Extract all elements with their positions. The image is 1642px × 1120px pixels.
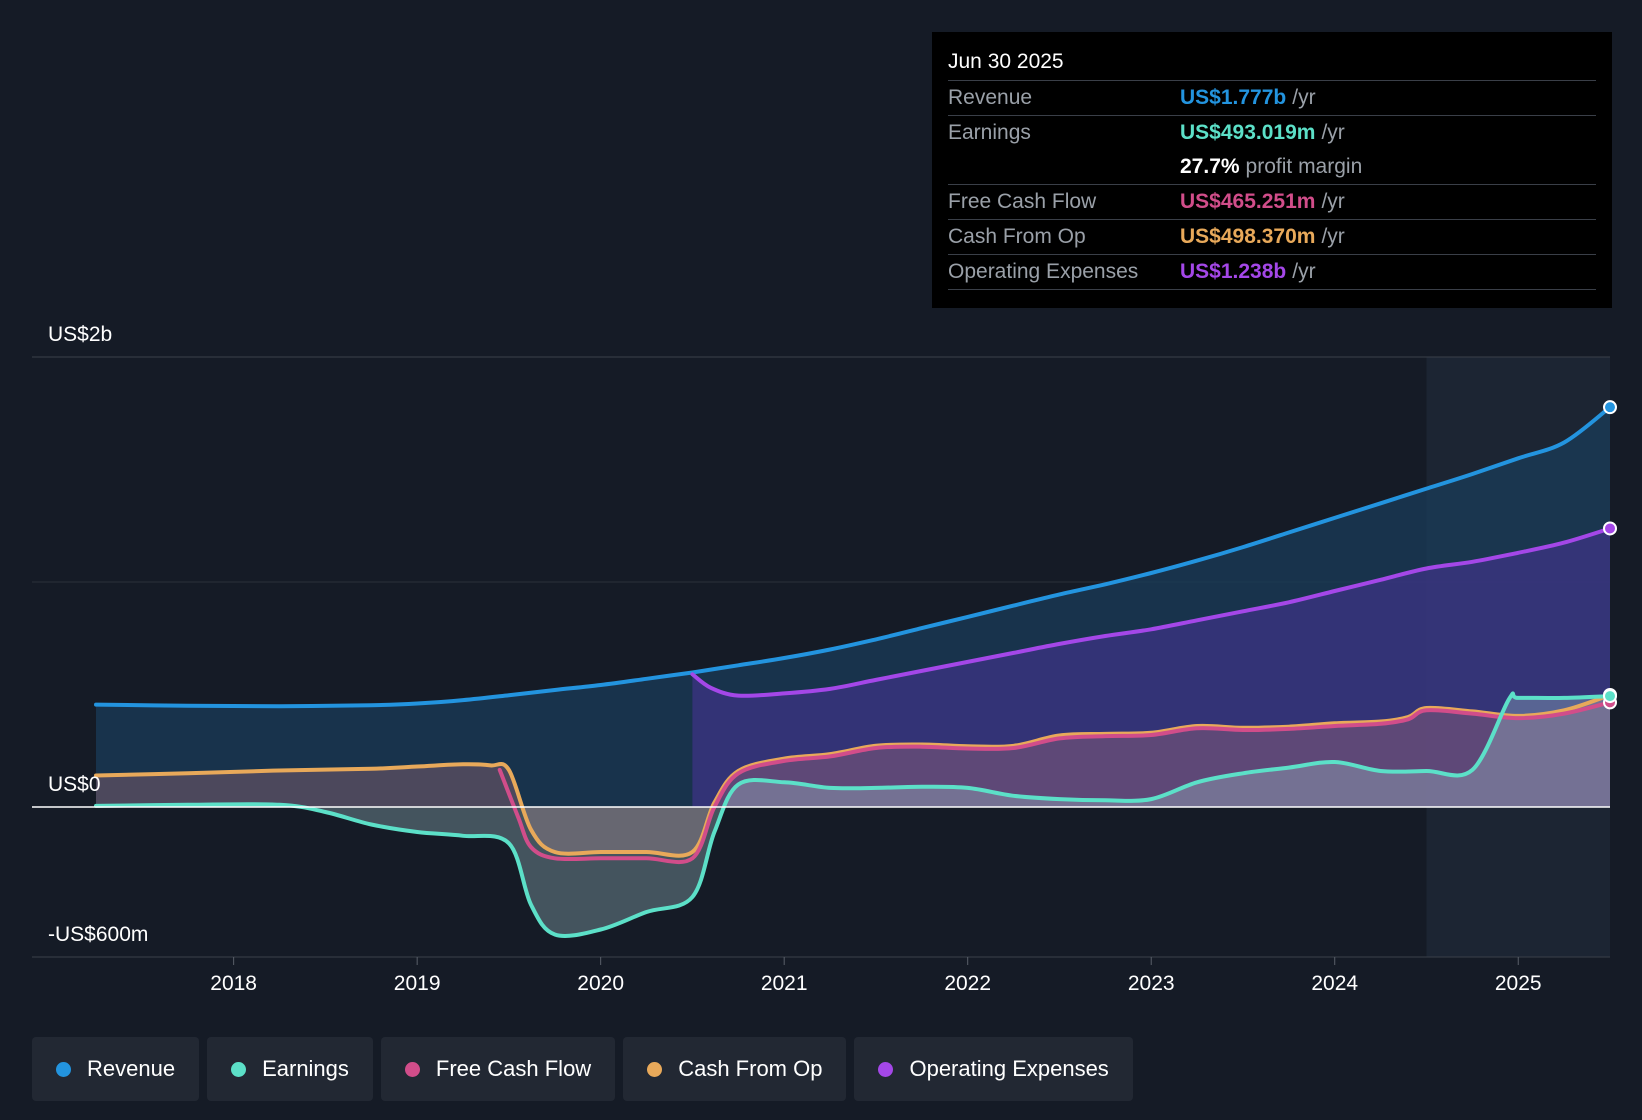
legend: Revenue Earnings Free Cash Flow Cash Fro… <box>32 1037 1133 1101</box>
earnings-endpoint <box>1603 689 1617 704</box>
earnings-dot-icon <box>231 1061 247 1077</box>
tooltip-value: US$1.777b <box>1180 86 1287 109</box>
legend-label: Earnings <box>262 1056 349 1081</box>
earnings-area <box>96 693 1610 937</box>
x-tick-label: 2024 <box>1311 972 1358 995</box>
legend-item-earnings[interactable]: Earnings <box>207 1037 373 1101</box>
y-tick-label: US$2b <box>48 323 112 346</box>
legend-label: Free Cash Flow <box>435 1056 592 1081</box>
profit-margin-value: 27.7% <box>1180 155 1240 178</box>
x-tick-label: 2019 <box>394 972 441 995</box>
tooltip-label: Revenue <box>948 86 1033 109</box>
legend-label: Operating Expenses <box>909 1056 1109 1081</box>
revenue-line <box>94 405 1612 709</box>
tooltip-unit: /yr <box>1292 260 1316 283</box>
series-endpoints <box>1603 400 1617 710</box>
operating-expenses-endpoint <box>1603 521 1617 536</box>
tooltip-row-free-cash-flow: Free Cash Flow US$465.251m /yr <box>948 185 1596 220</box>
x-tick-label: 2020 <box>577 972 624 995</box>
series-areas <box>96 407 1610 937</box>
tooltip-row-revenue: Revenue US$1.777b /yr <box>948 81 1596 116</box>
tooltip-unit: /yr <box>1321 225 1345 248</box>
x-tick-label: 2022 <box>944 972 991 995</box>
revenue-dot-icon <box>56 1061 71 1077</box>
cash-from-op-area <box>96 695 1610 856</box>
operating-expenses-area <box>692 528 1610 807</box>
x-tick-label: 2021 <box>761 972 808 995</box>
x-tick-label: 2023 <box>1128 972 1175 995</box>
legend-item-operating-expenses[interactable]: Operating Expenses <box>854 1037 1133 1101</box>
free-cash-flow-line <box>497 700 1612 865</box>
tooltip-label: Earnings <box>948 121 1031 144</box>
operating-expenses-dot-icon <box>878 1061 894 1077</box>
free-cash-flow-dot-icon <box>404 1061 420 1077</box>
legend-item-cash-from-op[interactable]: Cash From Op <box>623 1037 847 1101</box>
tooltip-unit: /yr <box>1321 121 1345 144</box>
y-tick-label: US$0 <box>48 773 101 796</box>
earnings-line <box>94 691 1612 939</box>
tooltip-date: Jun 30 2025 <box>948 46 1596 81</box>
series-lines <box>32 405 1612 939</box>
y-axis-labels: US$2b US$0 -US$600m <box>48 323 148 946</box>
revenue-endpoint <box>1603 400 1617 415</box>
tooltip-value: US$1.238b <box>1180 260 1287 283</box>
tooltip-row-cash-from-op: Cash From Op US$498.370m /yr <box>948 220 1596 255</box>
legend-item-revenue[interactable]: Revenue <box>32 1037 200 1101</box>
tooltip-unit: /yr <box>1321 190 1345 213</box>
legend-label: Cash From Op <box>678 1056 823 1081</box>
cash-from-op-dot-icon <box>647 1061 663 1077</box>
tooltip-row-profit-margin: 27.7% profit margin <box>948 150 1596 185</box>
tooltip: Jun 30 2025 Revenue US$1.777b /yr Earnin… <box>932 32 1612 308</box>
cash-from-op-line <box>94 693 1612 858</box>
tooltip-label: Operating Expenses <box>948 260 1139 283</box>
tooltip-label: Cash From Op <box>948 225 1086 248</box>
tooltip-row-earnings: Earnings US$493.019m /yr <box>948 116 1596 150</box>
tooltip-value: US$465.251m <box>1180 190 1316 213</box>
legend-item-free-cash-flow[interactable]: Free Cash Flow <box>380 1037 616 1101</box>
x-tick-label: 2025 <box>1495 972 1542 995</box>
operating-expenses-line <box>690 526 1612 698</box>
tooltip-value: US$493.019m <box>1180 121 1316 144</box>
tooltip-unit: /yr <box>1292 86 1316 109</box>
x-axis: 2018 2019 2020 2021 2022 2023 2024 2025 <box>210 957 1542 995</box>
y-tick-label: -US$600m <box>48 923 148 946</box>
tooltip-row-operating-expenses: Operating Expenses US$1.238b /yr <box>948 255 1596 290</box>
tooltip-label: Free Cash Flow <box>948 190 1097 213</box>
profit-margin-label: profit margin <box>1245 155 1363 178</box>
x-tick-label: 2018 <box>210 972 257 995</box>
legend-label: Revenue <box>87 1056 176 1081</box>
tooltip-value: US$498.370m <box>1180 225 1316 248</box>
